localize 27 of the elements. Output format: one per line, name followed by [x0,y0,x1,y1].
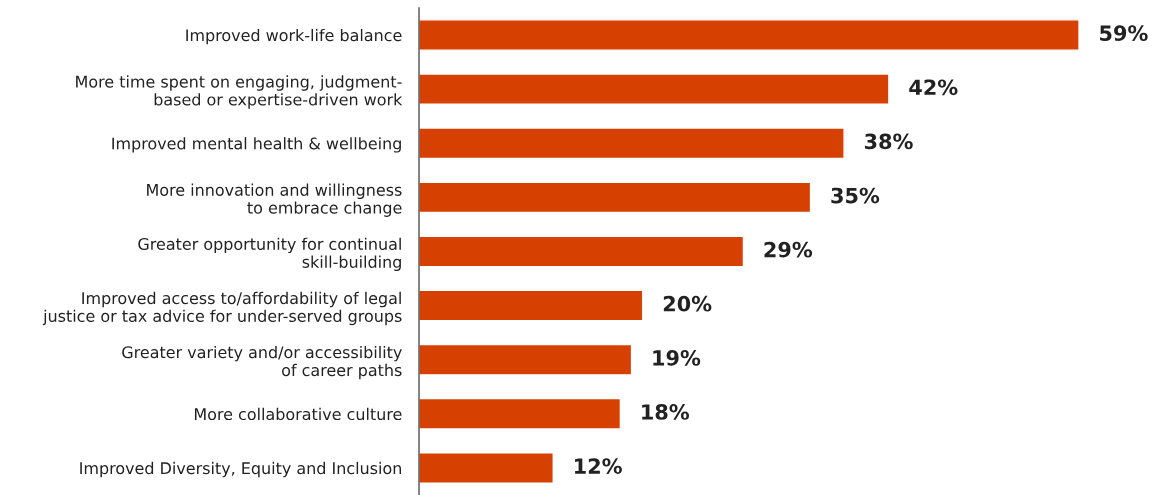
bar [419,19,1080,51]
data-label: 35% [831,187,880,204]
y-tick-label: Improved work-life balance [186,28,402,45]
data-label: 42% [909,79,958,96]
bar [419,235,745,268]
data-label: 38% [864,133,913,150]
data-label: 12% [575,458,622,474]
bar [419,343,633,376]
y-tick-label: More time spent on engaging, judgment- based or expertise-driven work [76,75,403,109]
y-tick-label: More innovation and willingness to embrace change [147,183,402,217]
data-label: 19% [653,349,701,366]
y-tick-label: More collaborative culture [194,407,402,421]
y-tick-label: Improved access to/affordability of legal justice or tax advice for under-served groups [42,291,402,326]
bar [419,397,622,430]
data-label: 29% [764,241,813,258]
data-label: 20% [663,295,712,312]
data-label: 18% [642,404,690,420]
bar [419,289,644,322]
bar [419,181,812,214]
bar [419,127,845,160]
y-tick-label: Greater opportunity for continual skill-building [138,237,401,272]
bar [419,73,890,105]
data-label: 59% [1100,25,1148,42]
y-tick-label: Improved Diversity, Equity and Inclusion [80,461,401,478]
y-tick-label: Improved mental health & wellbeing [112,137,401,153]
y-tick-label: Greater variety and/or accessibility of career paths [122,345,402,380]
bar [419,452,554,484]
